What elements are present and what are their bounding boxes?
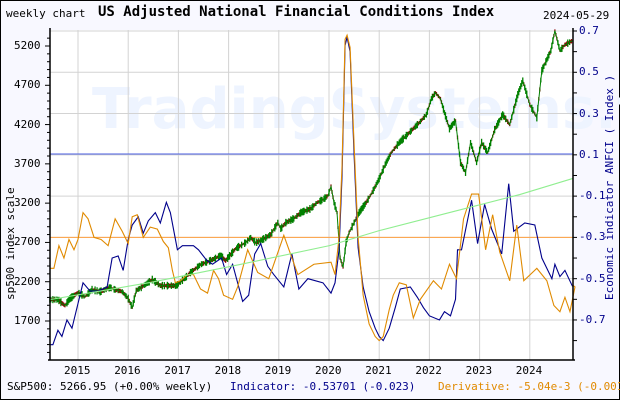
sp500-status: S&P500: 5266.95 (+0.00% weekly) xyxy=(7,380,213,393)
right-tick-label: -0.1 xyxy=(579,189,606,203)
x-tick-label: 2024 xyxy=(515,364,543,377)
left-tick-label: 1700 xyxy=(14,313,41,327)
price-line xyxy=(49,30,573,310)
right-tick-label: 0.1 xyxy=(579,147,599,161)
right-tick-label: -0.3 xyxy=(579,230,606,244)
derivative-line xyxy=(49,33,576,342)
indicator-line xyxy=(49,37,573,346)
x-tick-label: 2021 xyxy=(365,364,392,377)
x-tick-label: 2019 xyxy=(264,364,292,377)
right-tick-label: 0.7 xyxy=(579,24,599,37)
left-tick-label: 3700 xyxy=(14,156,41,170)
x-tick-label: 2015 xyxy=(64,364,91,377)
right-axis-title: Economic indicator ANFCI ( Index ) xyxy=(603,74,616,300)
left-tick-label: 4200 xyxy=(14,117,41,131)
watermark: TradingSystems.fr xyxy=(92,77,620,142)
indicator-status: Indicator: -0.53701 (-0.023) xyxy=(230,380,416,393)
x-tick-label: 2016 xyxy=(114,364,141,377)
x-tick-label: 2022 xyxy=(415,364,442,377)
left-tick-label: 5200 xyxy=(14,39,41,52)
x-tick-label: 2020 xyxy=(315,364,342,377)
chart-title: US Adjusted National Financial Condition… xyxy=(98,4,495,20)
left-tick-label: 4700 xyxy=(14,78,41,92)
x-tick-label: 2023 xyxy=(465,364,493,377)
x-tick-label: 2017 xyxy=(164,364,191,377)
x-tick-label: 2018 xyxy=(214,364,242,377)
price-ma-line xyxy=(49,178,573,301)
period-label: weekly chart xyxy=(6,7,86,20)
left-tick-label: 3200 xyxy=(14,196,41,210)
right-tick-label: -0.5 xyxy=(579,271,606,285)
right-tick-label: 0.5 xyxy=(579,65,599,79)
derivative-status: Derivative: -5.04e-3 (-0.001) xyxy=(438,380,620,393)
left-tick-label: 2200 xyxy=(14,274,41,288)
left-tick-label: 2700 xyxy=(14,235,41,249)
plot-area xyxy=(50,30,573,360)
right-tick-label: 0.3 xyxy=(579,106,599,120)
right-tick-label: -0.7 xyxy=(579,312,606,326)
chart-date: 2024-05-29 xyxy=(543,9,610,22)
